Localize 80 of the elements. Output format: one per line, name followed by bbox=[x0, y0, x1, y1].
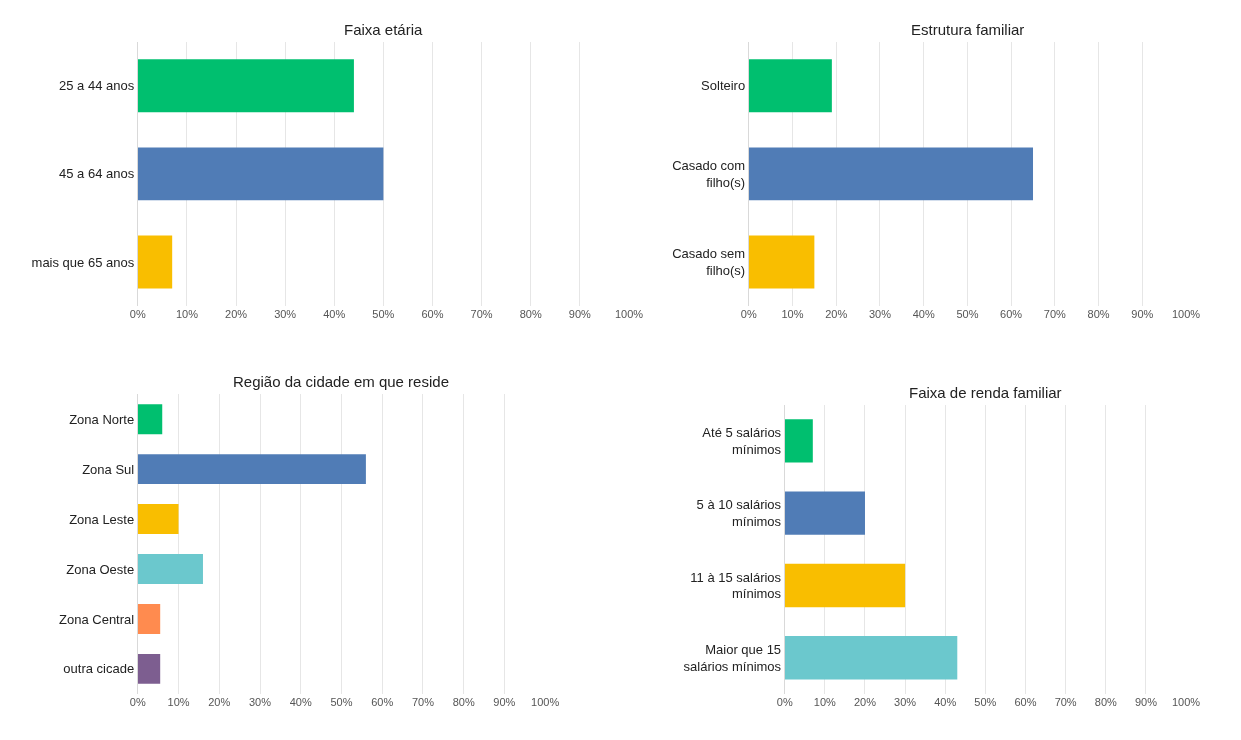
x-tick-label: 60% bbox=[1000, 308, 1023, 321]
y-tick-label: 11 à 15 salários mínimos bbox=[690, 569, 782, 602]
x-tick-label: 30% bbox=[248, 695, 272, 708]
x-tick-label: 100% bbox=[614, 308, 644, 321]
bar bbox=[784, 419, 813, 463]
x-tick-label: 0% bbox=[740, 308, 757, 321]
x-tick-label: 50% bbox=[372, 308, 395, 321]
x-tick-label: 90% bbox=[493, 695, 516, 708]
x-tick-label: 10% bbox=[813, 695, 837, 708]
x-tick-label: 100% bbox=[1171, 308, 1201, 321]
x-tick-label: 70% bbox=[470, 308, 493, 321]
x-tick-label: 40% bbox=[934, 695, 957, 708]
y-tick-label: 25 a 44 anos bbox=[59, 78, 135, 94]
x-tick-label: 0% bbox=[129, 695, 146, 708]
x-tick-label: 10% bbox=[167, 695, 190, 708]
bar bbox=[137, 147, 384, 201]
x-tick-label: 0% bbox=[129, 308, 146, 321]
bar bbox=[784, 563, 906, 608]
y-tick-label: outra cicade bbox=[63, 661, 135, 677]
x-tick-label: 20% bbox=[225, 308, 248, 321]
x-tick-label: 60% bbox=[371, 695, 394, 708]
bar bbox=[137, 653, 161, 684]
x-tick-label: 60% bbox=[1014, 695, 1037, 708]
x-tick-label: 50% bbox=[956, 308, 979, 321]
y-tick-label: Zona Leste bbox=[69, 511, 135, 527]
y-tick-label: Casado sem filho(s) bbox=[672, 246, 746, 279]
bar bbox=[784, 491, 865, 535]
chart-title: Estrutura familiar bbox=[911, 21, 1025, 38]
y-tick-label: Zona Sul bbox=[82, 461, 135, 477]
bar bbox=[748, 59, 832, 113]
x-tick-label: 70% bbox=[411, 695, 435, 708]
x-tick-label: 50% bbox=[974, 695, 997, 708]
x-tick-label: 90% bbox=[568, 308, 592, 321]
x-tick-label: 80% bbox=[1087, 308, 1110, 321]
x-tick-label: 20% bbox=[208, 695, 231, 708]
x-tick-label: 50% bbox=[330, 695, 353, 708]
x-tick-label: 60% bbox=[421, 308, 444, 321]
x-tick-label: 20% bbox=[853, 695, 877, 708]
y-tick-label: Casado com filho(s) bbox=[672, 158, 746, 190]
bar bbox=[137, 404, 163, 435]
bar bbox=[137, 554, 203, 584]
x-tick-label: 100% bbox=[1171, 695, 1201, 708]
bar bbox=[137, 454, 366, 485]
bar bbox=[137, 603, 161, 634]
x-tick-label: 40% bbox=[912, 308, 935, 321]
x-tick-label: 70% bbox=[1054, 695, 1077, 708]
x-tick-label: 10% bbox=[781, 308, 804, 321]
y-tick-label: Zona Oeste bbox=[66, 561, 135, 577]
chart-title: Região da cidade em que reside bbox=[233, 373, 449, 390]
x-tick-label: 70% bbox=[1043, 308, 1067, 321]
chart-title: Faixa etária bbox=[344, 21, 424, 38]
bar bbox=[748, 147, 1034, 201]
y-tick-label: Zona Central bbox=[59, 611, 135, 627]
x-tick-label: 0% bbox=[776, 695, 793, 708]
chart-title: Faixa de renda familiar bbox=[909, 384, 1062, 401]
bar bbox=[784, 636, 958, 680]
y-tick-label: 45 a 64 anos bbox=[59, 166, 135, 182]
x-tick-label: 10% bbox=[175, 308, 199, 321]
x-tick-label: 90% bbox=[1131, 308, 1154, 321]
x-tick-label: 40% bbox=[289, 695, 312, 708]
bar bbox=[748, 235, 815, 289]
y-tick-label: Zona Norte bbox=[69, 411, 135, 427]
x-tick-label: 20% bbox=[825, 308, 848, 321]
y-tick-label: Solteiro bbox=[701, 78, 746, 94]
x-tick-label: 40% bbox=[323, 308, 346, 321]
x-tick-label: 30% bbox=[274, 308, 297, 321]
y-tick-label: Até 5 salários mínimos bbox=[702, 425, 782, 457]
bar bbox=[137, 504, 179, 535]
y-tick-label: 5 à 10 salários mínimos bbox=[696, 497, 782, 530]
x-tick-label: 80% bbox=[519, 308, 542, 321]
x-tick-label: 80% bbox=[1094, 695, 1117, 708]
y-tick-label: Maior que 15 salários mínimos bbox=[683, 641, 782, 674]
bar bbox=[137, 59, 354, 113]
x-tick-label: 80% bbox=[452, 695, 475, 708]
x-tick-label: 90% bbox=[1134, 695, 1158, 708]
x-tick-label: 100% bbox=[531, 695, 560, 708]
y-tick-label: mais que 65 anos bbox=[31, 254, 135, 270]
x-tick-label: 30% bbox=[868, 308, 892, 321]
x-tick-label: 30% bbox=[894, 695, 917, 708]
bar bbox=[137, 235, 173, 289]
